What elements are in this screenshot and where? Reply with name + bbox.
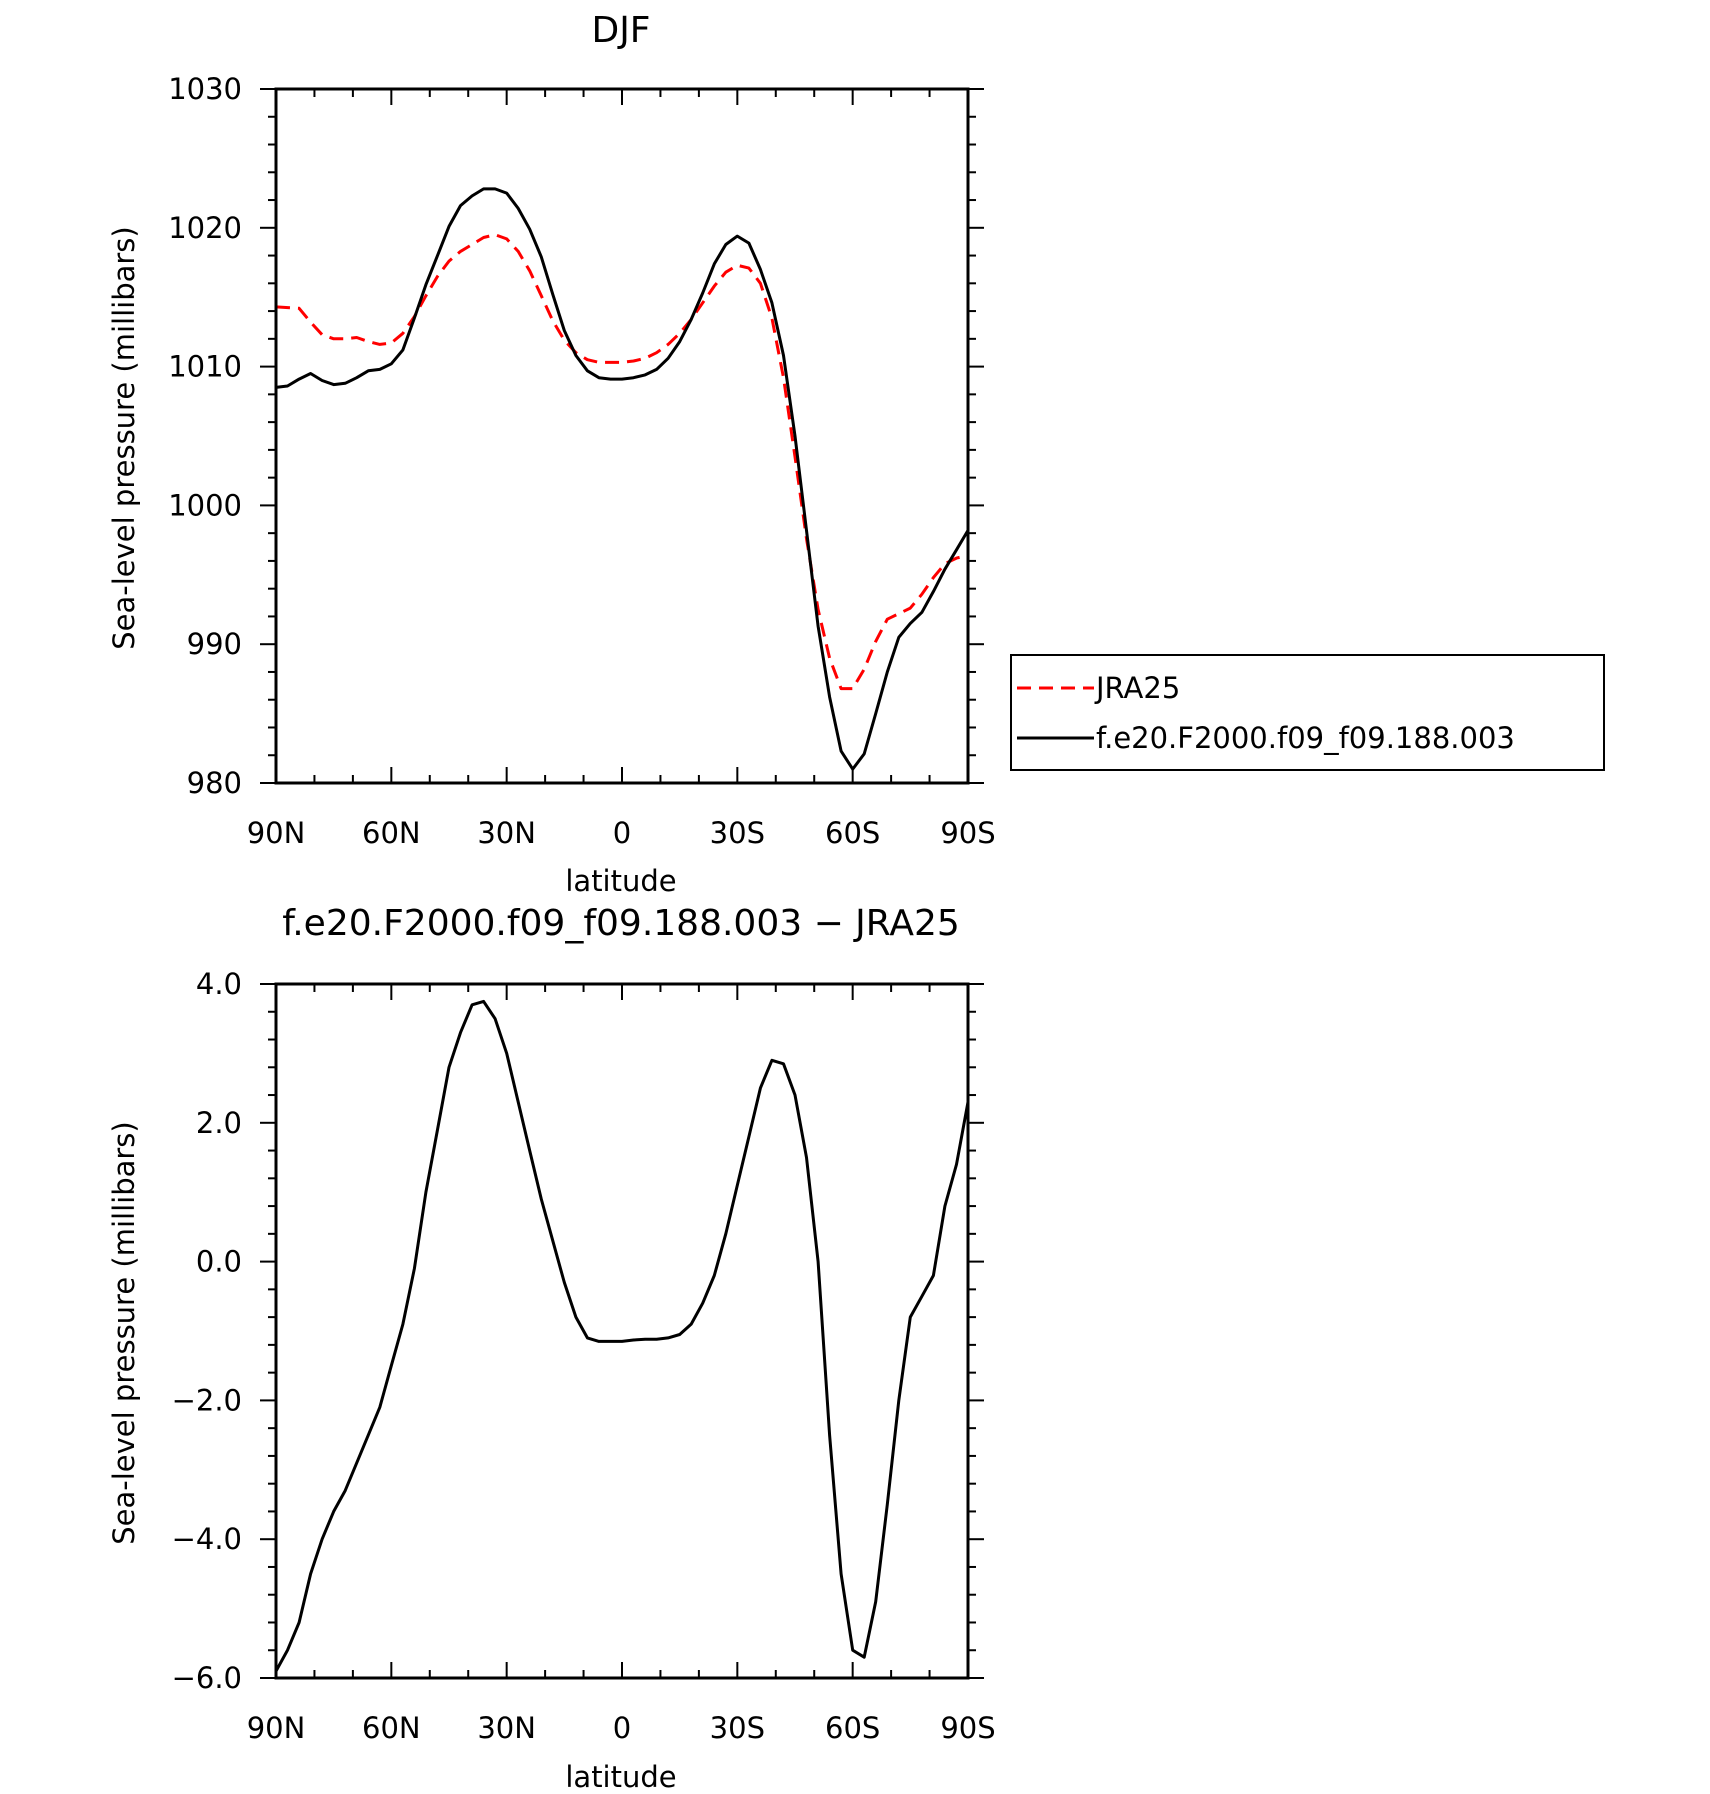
bottom-plot-frame — [274, 982, 970, 1680]
bottom-y-tick-label: 4.0 — [196, 967, 242, 1001]
legend-model-label: f.e20.F2000.f09_f09.188.003 — [1096, 721, 1515, 755]
bottom-x-tick-label: 30S — [710, 1711, 765, 1745]
top-y-tick-label: 980 — [187, 766, 242, 800]
bottom-tick-labels: 90N 60N 30N 0 30S 60S 90S −6.0 −4.0 −2.0 0.0 2.0 4.0 — [172, 967, 996, 1745]
top-y-tick-label: 1030 — [168, 72, 242, 106]
top-y-tick-label: 1020 — [168, 211, 242, 245]
top-x-axis-title: latitude — [565, 864, 676, 898]
top-axis-ticks — [260, 88, 984, 784]
legend-jra25-label: JRA25 — [1094, 671, 1180, 705]
bottom-y-tick-label: 0.0 — [196, 1245, 242, 1279]
bottom-x-tick-label: 30N — [477, 1711, 536, 1745]
bottom-chart-title: f.e20.F2000.f09_f09.188.003 − JRA25 — [282, 903, 960, 944]
top-panel: DJF latitude Sea-level pressure (milliba… — [107, 10, 996, 898]
bottom-series-line-model — [274, 999, 970, 1672]
bottom-y-axis-title: Sea-level pressure (millibars) — [107, 1121, 141, 1544]
legend-box — [1010, 654, 1605, 771]
bottom-x-tick-label: 60N — [362, 1711, 421, 1745]
bottom-y-tick-label: −6.0 — [172, 1661, 242, 1695]
bottom-x-axis-title: latitude — [565, 1760, 676, 1794]
top-chart-title: DJF — [591, 10, 650, 51]
top-series-line-jra25 — [275, 233, 969, 691]
legend: JRA25 f.e20.F2000.f09_f09.188.003 — [1010, 654, 1605, 771]
bottom-x-tick-label: 90S — [940, 1711, 995, 1745]
top-x-tick-label: 30N — [477, 816, 536, 850]
bottom-x-tick-label: 90N — [247, 1711, 306, 1745]
top-x-tick-label: 0 — [613, 816, 631, 850]
top-series-line-model — [275, 187, 970, 771]
bottom-series-lines — [274, 999, 970, 1672]
top-x-tick-label: 60S — [825, 816, 880, 850]
top-series-lines — [275, 187, 970, 771]
bottom-y-tick-label: −2.0 — [172, 1383, 242, 1417]
top-y-tick-label: 1010 — [168, 350, 242, 384]
bottom-y-tick-label: −4.0 — [172, 1522, 242, 1556]
bottom-y-tick-label: 2.0 — [196, 1106, 242, 1140]
top-plot-frame — [274, 87, 970, 785]
top-y-axis-title: Sea-level pressure (millibars) — [107, 226, 141, 649]
bottom-panel: f.e20.F2000.f09_f09.188.003 − JRA25 lati… — [107, 903, 996, 1794]
bottom-axis-ticks — [260, 983, 984, 1679]
top-y-tick-label: 990 — [187, 627, 242, 661]
top-x-tick-label: 90S — [940, 816, 995, 850]
top-x-tick-label: 90N — [247, 816, 306, 850]
top-tick-labels: 90N 60N 30N 0 30S 60S 90S 980 990 1000 1010 1020 103… — [168, 72, 995, 850]
bottom-x-tick-label: 60S — [825, 1711, 880, 1745]
top-x-tick-label: 30S — [710, 816, 765, 850]
bottom-x-tick-label: 0 — [613, 1711, 631, 1745]
top-y-tick-label: 1000 — [168, 488, 242, 522]
top-x-tick-label: 60N — [362, 816, 421, 850]
